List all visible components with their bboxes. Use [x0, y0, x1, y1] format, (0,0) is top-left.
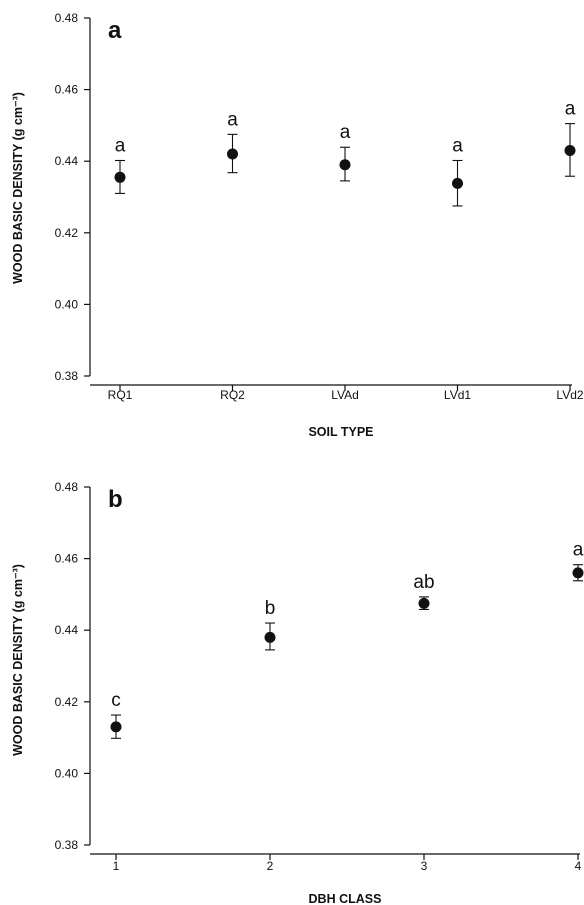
panel-letter: b	[108, 486, 123, 513]
x-axis-title: SOIL TYPE	[308, 425, 373, 439]
y-tick-label: 0.40	[55, 297, 79, 311]
significance-letter: a	[227, 109, 238, 130]
x-tick-label: LVd1	[444, 388, 471, 402]
significance-letter: ab	[413, 572, 434, 593]
data-point	[572, 567, 584, 579]
data-point	[227, 148, 238, 160]
significance-letter: a	[340, 122, 351, 143]
y-tick-label: 0.46	[55, 83, 79, 97]
significance-letter: a	[115, 135, 126, 156]
x-tick-label: 1	[113, 859, 120, 873]
y-tick-label: 0.40	[55, 766, 79, 780]
data-point	[110, 721, 122, 733]
y-tick-label: 0.42	[55, 226, 79, 240]
y-tick-label: 0.42	[55, 695, 79, 709]
x-axis-title: DBH CLASS	[309, 892, 382, 905]
y-tick-label: 0.48	[55, 11, 79, 25]
y-axis-title: WOOD BASIC DENSITY (g cm⁻³)	[11, 92, 25, 284]
panel-a-soil-type: a 0.38 0.40 0.42 0.44 0.46 0.48 WOOD BASIC DENS…	[11, 11, 584, 439]
significance-letter: a	[452, 135, 463, 156]
x-tick-label: 2	[267, 859, 274, 873]
y-tick-label: 0.38	[55, 369, 79, 383]
y-tick-label: 0.46	[55, 552, 79, 566]
y-tick-label: 0.38	[55, 838, 79, 852]
significance-letter: b	[265, 598, 276, 619]
significance-letter: c	[111, 690, 121, 711]
data-point	[564, 144, 576, 156]
x-tick-label: RQ1	[108, 388, 133, 402]
y-tick-label: 0.48	[55, 480, 79, 494]
x-tick-label: RQ2	[220, 388, 245, 402]
y-axis-title: WOOD BASIC DENSITY (g cm⁻³)	[11, 564, 25, 756]
data-point	[418, 597, 430, 609]
data-point	[339, 159, 351, 171]
x-tick-label: LVAd	[331, 388, 359, 402]
x-tick-label: 3	[421, 859, 428, 873]
data-point	[264, 631, 276, 643]
panel-b-dbh-class: b 0.38 0.40 0.42 0.44 0.46 0.48 WOOD BASIC DENS…	[11, 480, 584, 905]
data-point	[114, 171, 126, 183]
y-tick-label: 0.44	[55, 623, 79, 637]
x-tick-label: 4	[575, 859, 582, 873]
x-tick-label: LVd2	[556, 388, 583, 402]
data-point	[452, 177, 463, 189]
significance-letter: a	[573, 540, 584, 561]
panel-letter: a	[108, 17, 122, 44]
y-tick-label: 0.44	[55, 154, 79, 168]
significance-letter: a	[565, 99, 576, 120]
